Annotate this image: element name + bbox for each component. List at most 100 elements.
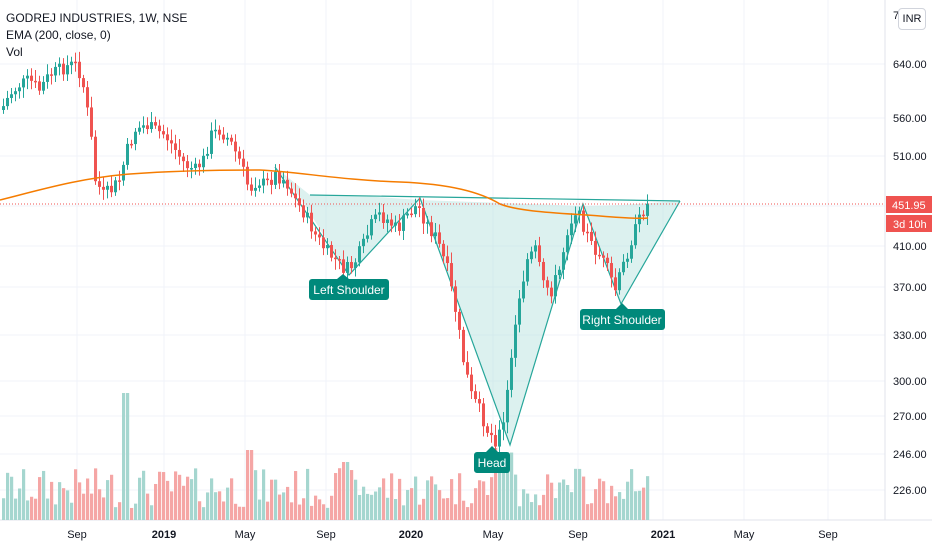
candle (278, 171, 281, 184)
volume-bar (458, 473, 462, 520)
candle (26, 75, 29, 79)
time-axis: Sep 2019 May Sep 2020 May Sep 2021 May S… (67, 529, 838, 541)
volume-bar (122, 393, 126, 520)
candle (494, 435, 497, 447)
volume-bar (606, 503, 610, 520)
volume-bar (310, 505, 314, 520)
candle (226, 137, 229, 140)
candle (530, 251, 533, 260)
volume-bar (230, 478, 234, 520)
left-shoulder-label: Left Shoulder (309, 274, 389, 300)
tick-270: 270.00 (893, 411, 927, 423)
volume-bar (18, 488, 22, 520)
candle (622, 261, 625, 273)
candle (394, 222, 397, 226)
candle (6, 97, 9, 107)
volume-bar (446, 498, 450, 520)
tick-330: 330.00 (893, 330, 927, 342)
volume-bar (54, 504, 58, 520)
candle (70, 61, 73, 66)
candle (38, 81, 41, 91)
countdown-badge: 3d 10h (886, 215, 932, 232)
tick-2021: 2021 (651, 529, 675, 541)
volume-bar (630, 469, 634, 520)
volume-bar (482, 481, 486, 520)
volume-bar (518, 506, 522, 520)
candle (190, 168, 193, 170)
candle (182, 156, 185, 162)
candle (586, 231, 589, 234)
volume-bar (474, 488, 478, 520)
candle (274, 171, 277, 185)
volume-bar (402, 505, 406, 520)
volume-bar (6, 472, 10, 520)
candle (118, 180, 121, 182)
volume-bar (214, 492, 218, 520)
volume-bar (634, 491, 638, 520)
volume-bar (382, 478, 386, 520)
tick-510: 510.00 (893, 151, 927, 163)
candle (178, 149, 181, 157)
volume-bar (238, 506, 242, 520)
volume-bar (270, 479, 274, 520)
ema-legend: EMA (200, close, 0) (6, 28, 111, 42)
volume-bar (362, 486, 366, 520)
candle (198, 163, 201, 168)
volume-bar (30, 496, 34, 520)
right-shoulder-label: Right Shoulder (580, 303, 665, 330)
volume-bar (322, 504, 326, 520)
candle (502, 422, 505, 430)
volume-bar (102, 497, 106, 520)
volume-bar (2, 498, 6, 520)
candle (202, 155, 205, 168)
volume-bar (106, 480, 110, 520)
candle (54, 66, 57, 76)
candle (442, 243, 445, 257)
tick-700: 7 (893, 10, 899, 22)
volume-bar (426, 480, 430, 520)
tick-226: 226.00 (893, 485, 927, 497)
candle (46, 74, 49, 82)
volume-bar (186, 476, 190, 520)
volume-bar (574, 468, 578, 520)
volume-bar (286, 486, 290, 520)
candle (106, 185, 109, 190)
volume-bar (622, 498, 626, 520)
candle (510, 357, 513, 390)
candle (186, 161, 189, 169)
volume-bar (126, 393, 130, 520)
vol-legend: Vol (6, 45, 23, 59)
volume-bar (582, 476, 586, 520)
candle (406, 213, 409, 216)
volume-bar (210, 478, 214, 520)
candle (250, 184, 253, 191)
volume-bar (514, 474, 518, 520)
volume-bar (378, 487, 382, 520)
volume-bar (162, 472, 166, 520)
candle (566, 235, 569, 253)
candle (194, 163, 197, 169)
candle (490, 432, 493, 436)
candle (170, 140, 173, 144)
candle (526, 259, 529, 282)
candle (294, 193, 297, 199)
candle (222, 134, 225, 140)
volume-bar (558, 482, 562, 520)
tick-may-2020: May (483, 529, 504, 541)
volume-bar (526, 493, 530, 520)
volume-bar (206, 492, 210, 520)
currency-button[interactable]: INR (898, 8, 926, 30)
volume-bar (626, 481, 630, 520)
candle (430, 222, 433, 237)
volume-bar (298, 504, 302, 520)
volume-bar (638, 490, 642, 520)
volume-bar (646, 476, 650, 520)
volume-bar (618, 492, 622, 520)
volume-bar (318, 499, 322, 520)
head-label: Head (474, 446, 510, 473)
volume-bar (642, 487, 646, 520)
volume-bar (94, 468, 98, 520)
volume-bar (586, 504, 590, 520)
candle (14, 91, 17, 95)
